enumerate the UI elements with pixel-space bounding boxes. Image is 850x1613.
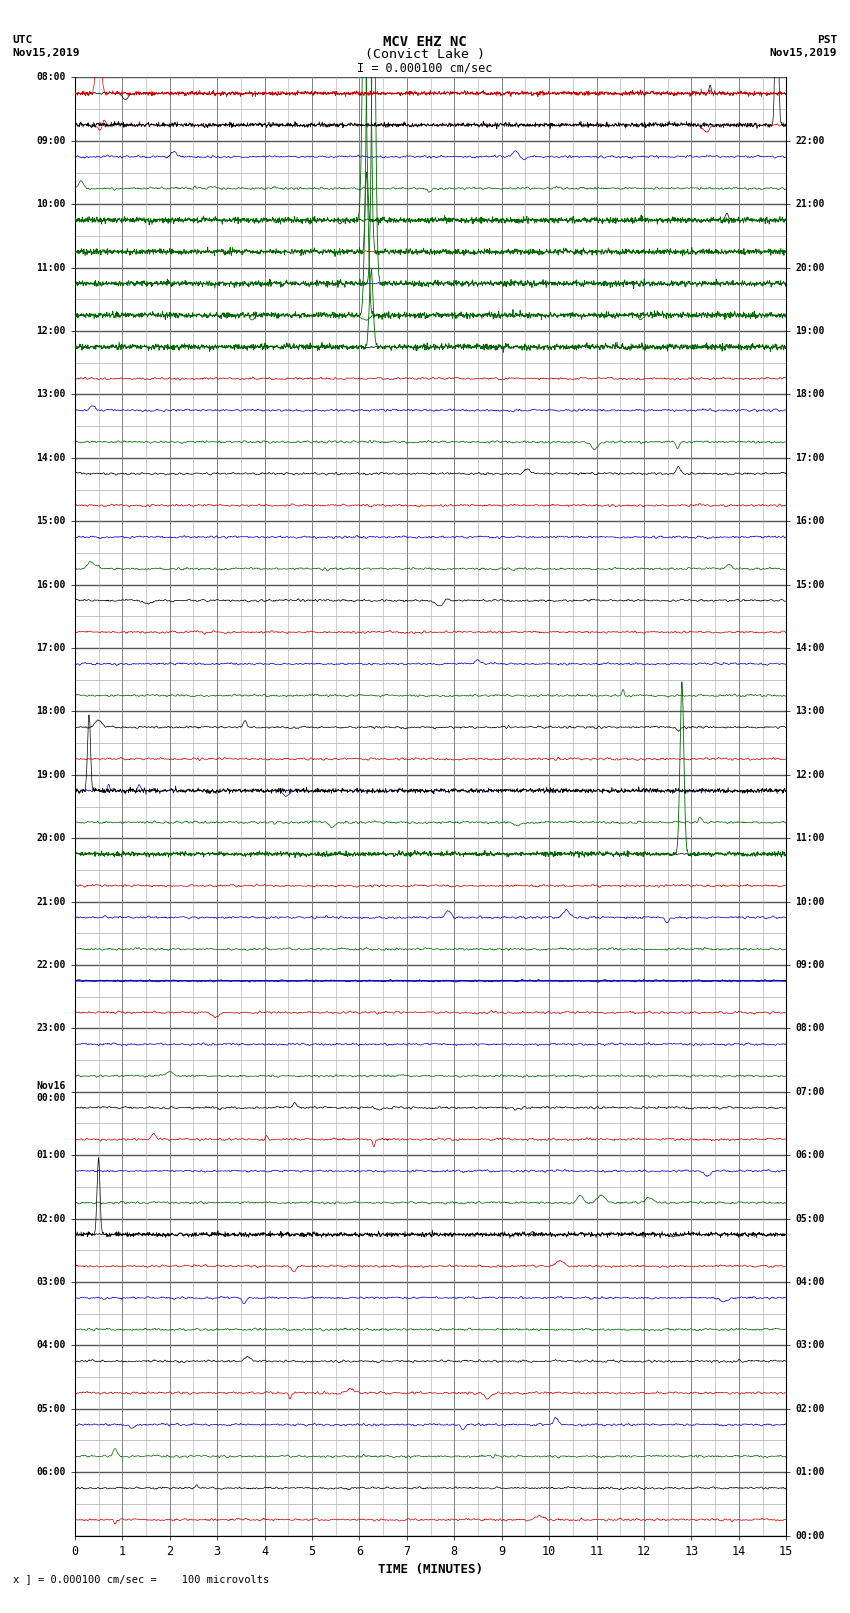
Text: I = 0.000100 cm/sec: I = 0.000100 cm/sec [357, 61, 493, 74]
X-axis label: TIME (MINUTES): TIME (MINUTES) [378, 1563, 483, 1576]
Text: PST: PST [817, 35, 837, 45]
Text: Nov15,2019: Nov15,2019 [13, 48, 80, 58]
Text: (Convict Lake ): (Convict Lake ) [365, 48, 485, 61]
Text: Nov15,2019: Nov15,2019 [770, 48, 837, 58]
Text: UTC: UTC [13, 35, 33, 45]
Text: MCV EHZ NC: MCV EHZ NC [383, 35, 467, 50]
Text: x ] = 0.000100 cm/sec =    100 microvolts: x ] = 0.000100 cm/sec = 100 microvolts [13, 1574, 269, 1584]
